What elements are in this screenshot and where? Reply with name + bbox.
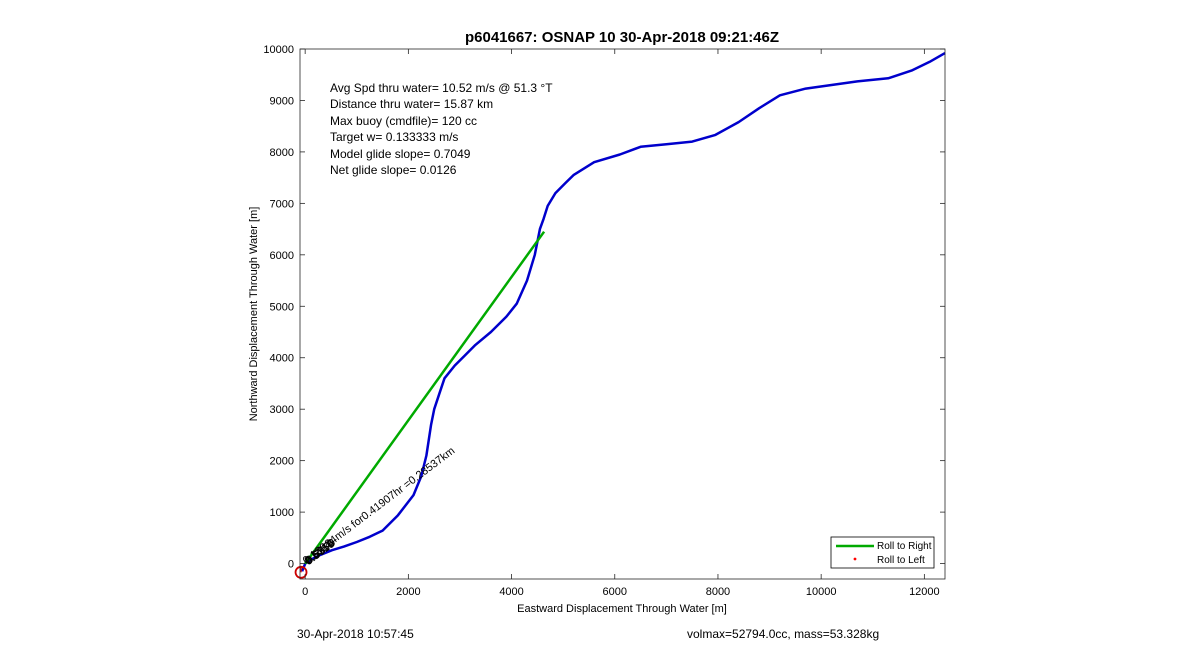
x-tick-label: 6000: [603, 586, 627, 598]
axes-layer: [299, 48, 946, 580]
y-tick-label: 3000: [270, 404, 294, 416]
legend-box: [830, 536, 935, 569]
series-line-0: [300, 52, 946, 572]
y-tick-label: 5000: [270, 301, 294, 313]
x-tick-label: 0: [302, 586, 308, 598]
x-tick-label: 2000: [396, 586, 420, 598]
y-tick-label: 6000: [270, 250, 294, 262]
y-tick-label: 4000: [270, 353, 294, 365]
x-tick-label: 8000: [706, 586, 730, 598]
plot-area: [300, 49, 945, 579]
legend-label-roll-right: Roll to Right: [877, 541, 932, 552]
axes-box: [299, 48, 946, 580]
annotation-model-glide-slope: Model glide slope= 0.7049: [330, 147, 471, 161]
y-tick-label: 9000: [270, 95, 294, 107]
x-tick-label: 4000: [499, 586, 523, 598]
y-tick-label: 7000: [270, 198, 294, 210]
annotation-max-buoy: Max buoy (cmdfile)= 120 cc: [330, 114, 477, 128]
x-axis-label: Eastward Displacement Through Water [m]: [517, 603, 727, 615]
annotation-target-w: Target w= 0.133333 m/s: [330, 130, 458, 144]
chart-title: p6041667: OSNAP 10 30-Apr-2018 09:21:46Z: [465, 29, 779, 46]
marker-layer: [294, 565, 308, 579]
series-layer: [300, 52, 946, 572]
y-tick-label: 2000: [270, 456, 294, 468]
ticks-layer: 0 2000 4000 6000 8000 10000 12000 0 1000 2000 3000…: [263, 44, 945, 598]
x-tick-label: 10000: [806, 586, 837, 598]
footer-volmax-mass: volmax=52794.0cc, mass=53.328kg: [687, 627, 880, 641]
footer-timestamp: 30-Apr-2018 10:57:45: [297, 627, 414, 641]
legend-swatch-roll-left: [853, 557, 857, 561]
annotation-avg-speed: Avg Spd thru water= 10.52 m/s @ 51.3 °T: [330, 81, 553, 95]
legend-label-roll-left: Roll to Left: [877, 555, 925, 566]
start-marker: [294, 565, 308, 579]
series-line-1: [304, 230, 546, 565]
y-axis-label: Northward Displacement Through Water [m]: [248, 207, 260, 422]
y-tick-label: 1000: [270, 507, 294, 519]
annotation-block: Avg Spd thru water= 10.52 m/s @ 51.3 °T …: [330, 81, 553, 177]
legend: Roll to Right Roll to Left: [830, 536, 935, 569]
y-tick-label: 0: [288, 559, 294, 571]
y-tick-label: 8000: [270, 147, 294, 159]
y-tick-label: 10000: [263, 44, 294, 56]
x-tick-label: 12000: [909, 586, 940, 598]
annotation-net-glide-slope: Net glide slope= 0.0126: [330, 163, 457, 177]
annotation-distance: Distance thru water= 15.87 km: [330, 97, 493, 111]
